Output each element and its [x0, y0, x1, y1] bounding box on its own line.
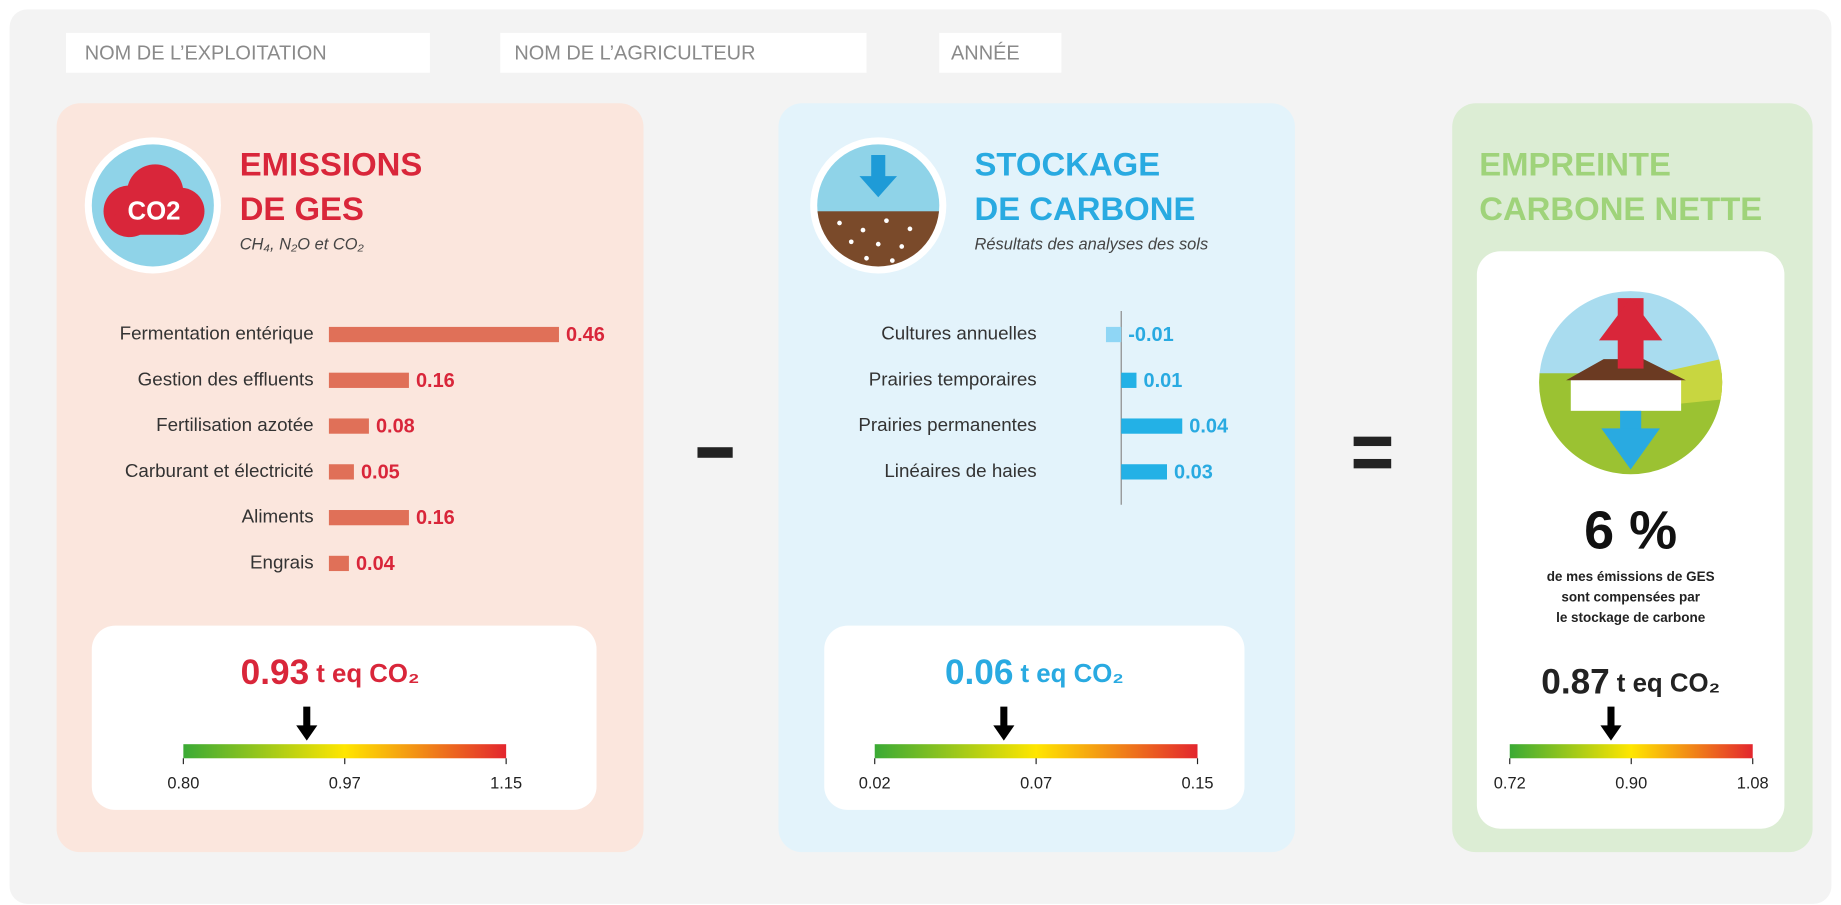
gauge-tick-label: 1.08	[1737, 774, 1769, 792]
bar	[328, 510, 409, 526]
bar	[1105, 326, 1122, 343]
gauge-scale	[874, 744, 1198, 759]
bar	[1121, 464, 1167, 480]
bar-value: -0.01	[1128, 324, 1173, 346]
gauge-box	[91, 625, 597, 810]
bar	[1121, 372, 1137, 388]
farm-field[interactable]	[65, 32, 430, 73]
bar-value: 0.04	[356, 553, 395, 575]
panel-title: EMPREINTE	[1479, 145, 1671, 182]
bar	[328, 326, 559, 343]
year-field[interactable]	[939, 32, 1062, 73]
gauge-tick-label: 0.72	[1494, 774, 1526, 792]
bar-label: Prairies permanentes	[858, 414, 1036, 435]
total-number: 0.93	[241, 653, 310, 692]
bar	[328, 372, 409, 388]
bar-value: 0.16	[416, 507, 455, 529]
bar-value: 0.46	[566, 324, 605, 346]
bar-value: 0.01	[1144, 370, 1183, 392]
panel-title: EMISSIONS	[240, 145, 423, 182]
bar	[328, 464, 354, 480]
cloud	[103, 164, 205, 238]
percent: 6 %	[1584, 500, 1677, 560]
caption: sont compensées par	[1561, 590, 1700, 605]
gauge-scale	[183, 744, 507, 759]
bar-label: Cultures annuelles	[881, 322, 1036, 343]
farmer-field[interactable]	[500, 32, 867, 73]
panel-title: DE CARBONE	[974, 190, 1195, 227]
bar-label: Prairies temporaires	[869, 368, 1037, 389]
total-number: 0.87	[1541, 663, 1610, 702]
bar-value: 0.16	[416, 370, 455, 392]
gauge-marker	[993, 706, 1015, 741]
gauge-tick-label: 0.90	[1615, 774, 1647, 792]
total-number: 0.06	[945, 653, 1014, 692]
bar-label: Gestion des effluents	[138, 368, 314, 389]
panel-title: DE GES	[240, 190, 364, 227]
total-value: 0.87 t eq CO₂	[1541, 663, 1720, 702]
gauge-tick-label: 0.97	[329, 774, 361, 792]
bar-value: 0.08	[376, 416, 415, 438]
bar-value: 0.04	[1189, 416, 1228, 438]
bar-label: Linéaires de haies	[884, 460, 1036, 481]
farmer-placeholder: NOM DE L’AGRICULTEUR	[514, 42, 755, 64]
caption: le stockage de carbone	[1556, 610, 1706, 625]
total-unit: t eq CO₂	[1617, 669, 1720, 697]
farm-placeholder: NOM DE L’EXPLOITATION	[85, 42, 327, 64]
caption: de mes émissions de GES	[1547, 569, 1715, 584]
total-unit: t eq CO₂	[316, 660, 419, 688]
bar-label: Aliments	[242, 506, 314, 527]
panel-subtitle: CH₄, N₂O et CO₂	[240, 236, 365, 254]
gauge-tick-label: 0.15	[1182, 774, 1214, 792]
equals-sign	[1353, 436, 1392, 447]
icon-text: CO2	[127, 197, 180, 225]
gauge-marker	[296, 706, 318, 741]
gauge-box	[824, 625, 1245, 810]
gauge-tick-label: 0.80	[167, 774, 199, 792]
bar	[1121, 418, 1183, 434]
minus-sign	[697, 447, 733, 458]
bar	[328, 418, 369, 434]
bar-label: Engrais	[250, 551, 314, 572]
gauge-scale	[1509, 744, 1753, 759]
equals-sign	[1353, 458, 1392, 469]
gauge-marker	[1600, 706, 1622, 741]
total-unit: t eq CO₂	[1021, 660, 1124, 688]
gauge-tick-label: 0.02	[859, 774, 891, 792]
panel-subtitle: Résultats des analyses des sols	[974, 236, 1208, 254]
bar-value: 0.03	[1174, 461, 1213, 483]
total-value: 0.93 t eq CO₂	[241, 653, 420, 692]
gauge-tick-label: 0.07	[1020, 774, 1052, 792]
gauge-tick-label: 1.15	[490, 774, 522, 792]
year-placeholder: ANNÉE	[951, 41, 1020, 64]
total-value: 0.06 t eq CO₂	[945, 653, 1124, 692]
bar	[328, 555, 349, 572]
bar-label: Fermentation entérique	[120, 322, 314, 343]
bar-label: Fertilisation azotée	[156, 414, 314, 435]
panel-title: CARBONE NETTE	[1479, 190, 1762, 227]
bar-label: Carburant et électricité	[125, 460, 314, 481]
bar-value: 0.05	[361, 461, 400, 483]
panel-title: STOCKAGE	[974, 145, 1160, 182]
